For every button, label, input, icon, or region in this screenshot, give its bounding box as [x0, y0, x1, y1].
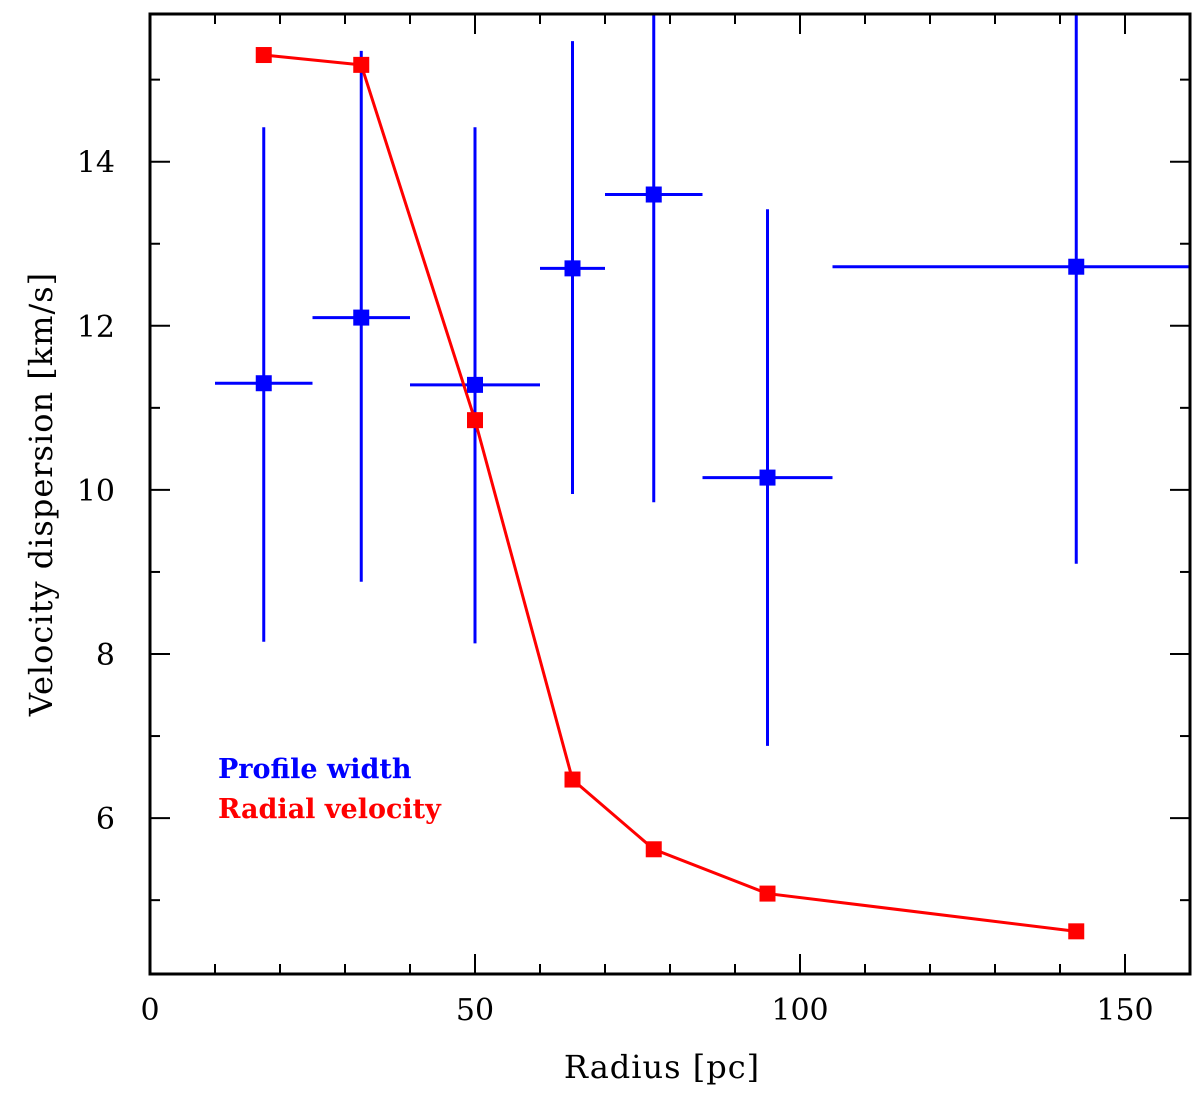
profile-width-point-6: [1068, 258, 1085, 275]
series-layer: [215, 14, 1190, 940]
x-tick-label: 100: [771, 993, 828, 1028]
x-tick-label: 150: [1096, 993, 1153, 1028]
y-tick-label: 10: [77, 474, 115, 509]
profile-width-point-0: [255, 375, 272, 392]
legend-profile-width: Profile width: [218, 754, 412, 785]
axis-ticks: 0 50 100 150 6 8 10 12 14: [77, 14, 1191, 1028]
profile-width-point-1: [353, 309, 370, 326]
radial-velocity-point-5: [759, 885, 776, 902]
radial-velocity-point-2: [467, 412, 483, 429]
y-tick-label: 8: [96, 638, 115, 673]
plot-frame: [148, 12, 1192, 976]
y-axis-title: Velocity dispersion [km/s]: [22, 272, 60, 717]
x-axis-title: Radius [pc]: [564, 1048, 760, 1086]
profile-width-point-4: [645, 186, 662, 203]
y-tick-label: 12: [77, 310, 115, 345]
y-tick-label: 14: [77, 146, 115, 181]
profile-width-point-5: [759, 469, 776, 486]
x-tick-label: 50: [456, 993, 494, 1028]
legend-radial-velocity: Radial velocity: [218, 794, 442, 825]
radial-velocity-point-1: [353, 56, 370, 73]
radial-velocity-point-0: [255, 47, 272, 64]
profile-width-point-3: [564, 260, 581, 277]
radial-velocity-point-3: [564, 771, 581, 788]
radial-velocity-point-4: [645, 841, 662, 858]
profile-width-point-2: [467, 376, 483, 393]
y-tick-label: 6: [96, 802, 115, 837]
radial-velocity-point-6: [1068, 923, 1085, 940]
x-tick-label: 0: [140, 993, 159, 1028]
